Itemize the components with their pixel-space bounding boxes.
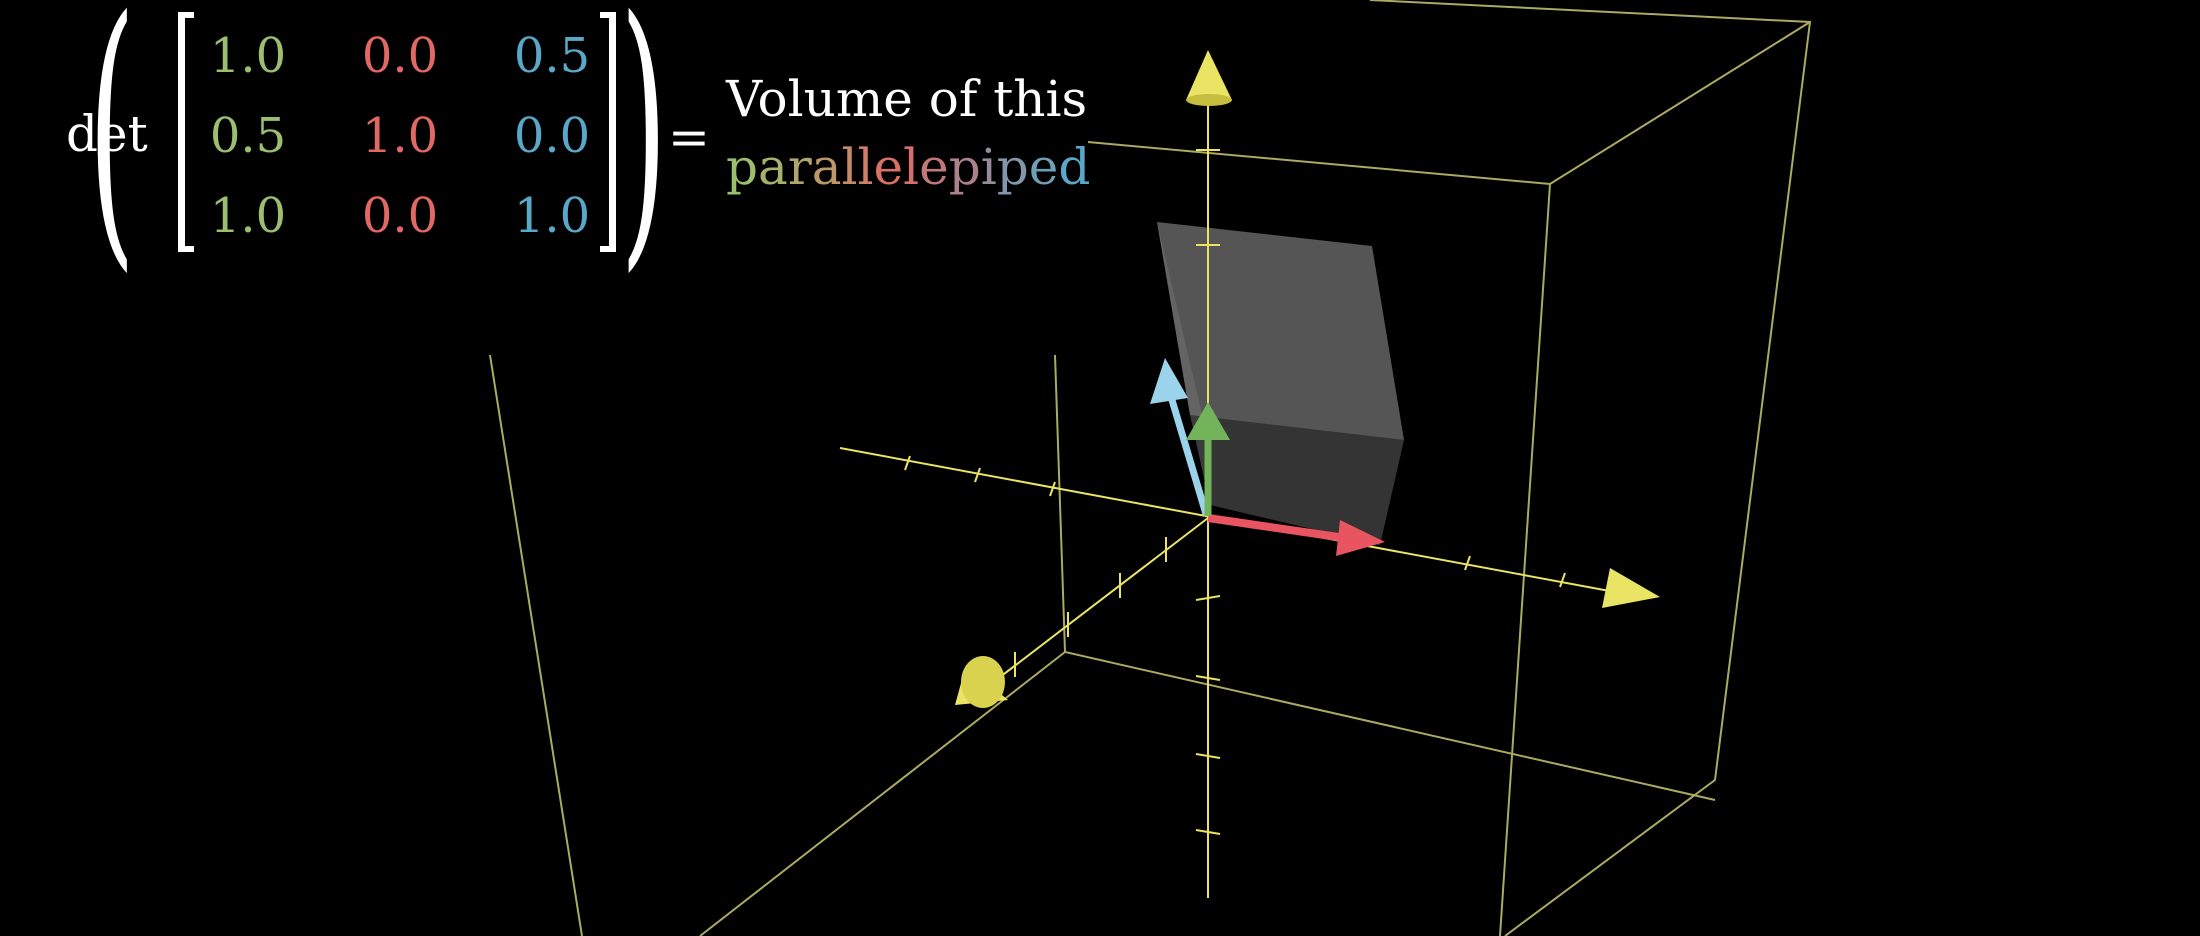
right-parenthesis: )	[620, 0, 668, 297]
det-label: det	[66, 105, 148, 163]
vector-j-head	[1186, 402, 1230, 440]
matrix-cell: 0.5	[513, 28, 591, 84]
matrix-cell: 0.0	[361, 188, 439, 244]
vector-i-shaft	[1207, 514, 1346, 542]
parallelepiped-letter: l	[841, 138, 858, 196]
parallelepiped-letter: a	[811, 138, 842, 196]
parallelepiped-letter: p	[948, 138, 981, 196]
matrix-cell: 0.0	[513, 108, 591, 164]
parallelepiped-letter: e	[1028, 138, 1059, 196]
parallelepiped	[1157, 222, 1404, 545]
equals-sign: =	[668, 108, 710, 166]
parallelepiped-letter: r	[787, 138, 812, 196]
determinant-formula: det ( 1.0 0.0 0.5 0.5 1.0 0.0 1.0 0.0 1.…	[0, 0, 1100, 280]
right-matrix-bracket	[600, 12, 616, 252]
matrix-cell: 0.0	[361, 28, 439, 84]
vector-k-head	[1150, 358, 1188, 404]
volume-label: Volume of this	[726, 70, 1088, 128]
matrix-cell: 1.0	[209, 28, 287, 84]
matrix-cell: 1.0	[513, 188, 591, 244]
basis-vectors	[1150, 358, 1385, 556]
parallelepiped-letter: p	[726, 138, 759, 196]
vector-i-head	[1336, 520, 1385, 556]
matrix-cell: 1.0	[361, 108, 439, 164]
matrix-cell: 0.5	[209, 108, 287, 164]
parallelepiped-letter: e	[873, 138, 904, 196]
parallelepiped-letter: l	[857, 138, 874, 196]
parallelepiped-letter: a	[758, 138, 788, 196]
axis-arrowheads	[955, 50, 1660, 708]
parallelepiped-letter: l	[903, 138, 920, 196]
parallelepiped-letter: p	[996, 138, 1029, 196]
axis-ticks	[904, 149, 1566, 835]
matrix-cell: 1.0	[209, 188, 287, 244]
z-axis-cone	[1186, 50, 1232, 100]
parallelepiped-letter: e	[919, 138, 949, 196]
parallelepiped-letter: d	[1058, 138, 1091, 196]
left-parenthesis: (	[88, 0, 136, 297]
x-axis-cone	[1602, 568, 1660, 608]
parallelepiped-label: parallelepiped	[726, 138, 1090, 196]
y-axis	[969, 517, 1209, 701]
vector-k-shaft	[1168, 398, 1210, 516]
left-matrix-bracket	[178, 12, 194, 252]
parallelepiped-letter: i	[980, 138, 997, 196]
